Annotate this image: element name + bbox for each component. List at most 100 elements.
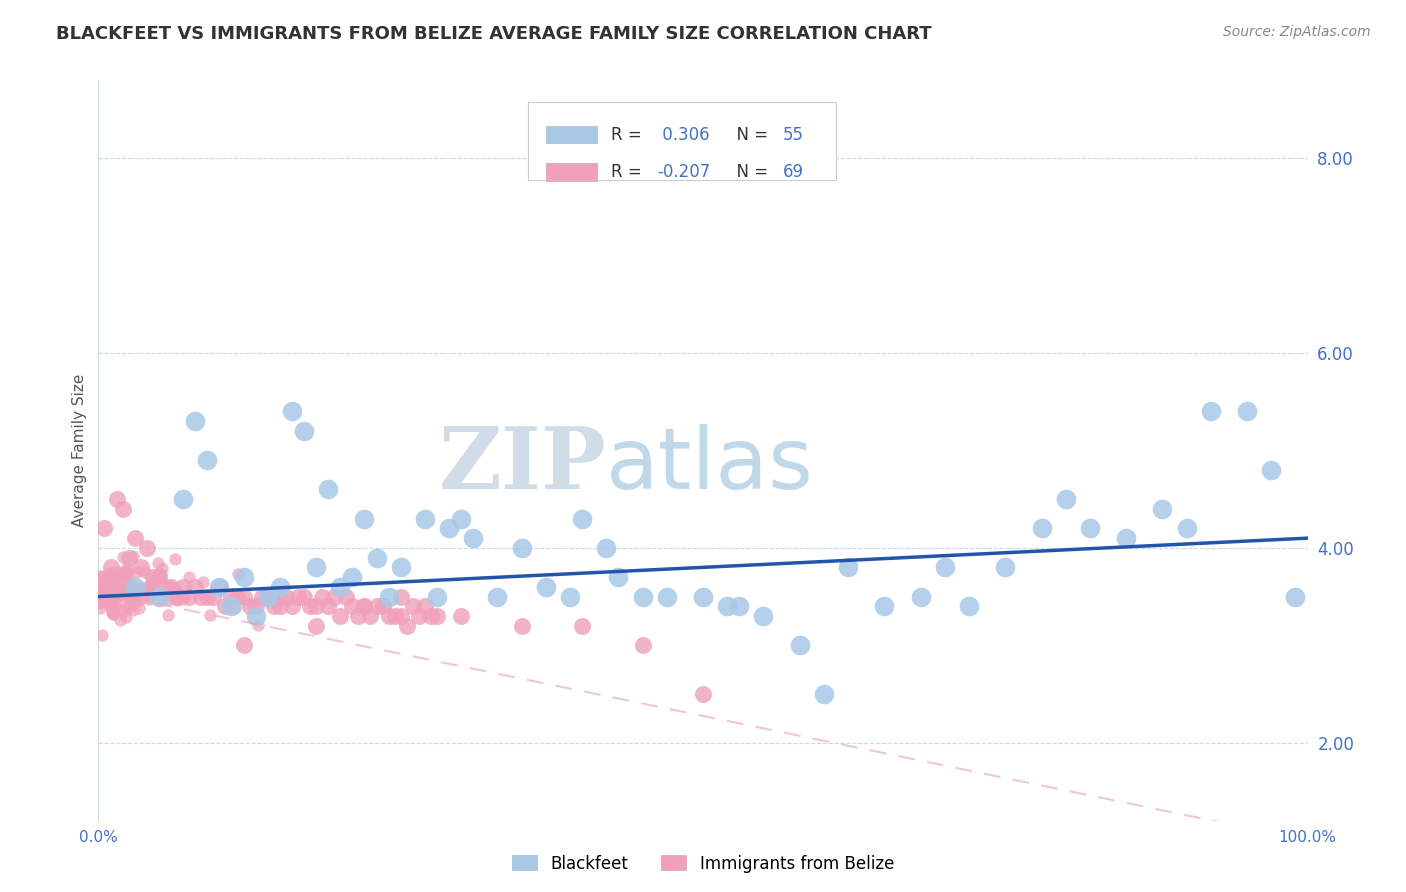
Point xyxy=(323,590,346,604)
Point xyxy=(129,560,152,574)
Point xyxy=(1078,521,1101,535)
Point xyxy=(910,590,932,604)
Point xyxy=(595,541,617,555)
Point xyxy=(813,687,835,701)
Point xyxy=(100,591,122,606)
Point xyxy=(90,582,112,597)
Text: 55: 55 xyxy=(783,126,804,145)
Point xyxy=(120,581,142,595)
Point xyxy=(115,609,138,624)
Point xyxy=(245,609,267,624)
Point xyxy=(408,609,430,624)
Point xyxy=(329,580,352,594)
Point xyxy=(139,590,162,604)
Point xyxy=(232,570,254,584)
Point xyxy=(631,590,654,604)
Point xyxy=(163,581,186,595)
Point xyxy=(111,567,134,582)
Point xyxy=(98,588,121,602)
Point xyxy=(90,595,112,609)
Point xyxy=(226,590,249,604)
Point xyxy=(89,601,111,615)
Point xyxy=(142,570,165,584)
FancyBboxPatch shape xyxy=(527,103,837,180)
Point xyxy=(114,574,136,588)
Point xyxy=(716,599,738,614)
Point xyxy=(172,580,194,594)
Text: R =: R = xyxy=(612,126,647,145)
Point xyxy=(148,590,170,604)
Point xyxy=(89,570,111,584)
Point xyxy=(413,511,436,525)
Point xyxy=(437,521,460,535)
Point xyxy=(214,599,236,614)
Point xyxy=(107,587,129,601)
Point xyxy=(208,580,231,594)
Text: ZIP: ZIP xyxy=(439,424,606,508)
Point xyxy=(146,556,169,570)
Point xyxy=(246,618,269,632)
Point xyxy=(329,609,352,624)
Point xyxy=(101,576,124,591)
Point xyxy=(305,599,328,614)
Point xyxy=(148,566,170,581)
Point xyxy=(190,590,212,604)
Point xyxy=(463,531,485,545)
Point xyxy=(114,564,136,578)
Point xyxy=(389,609,412,624)
Point xyxy=(91,579,114,593)
Point xyxy=(104,590,127,604)
Point xyxy=(111,502,134,516)
Point xyxy=(269,590,291,604)
Point xyxy=(353,599,375,614)
Point xyxy=(174,589,197,603)
Point xyxy=(124,581,146,595)
Point xyxy=(149,566,172,581)
Point xyxy=(101,605,124,619)
Point xyxy=(93,521,115,535)
Point xyxy=(371,599,394,614)
Point xyxy=(100,600,122,615)
Point xyxy=(166,583,188,598)
Point xyxy=(142,579,165,593)
Point xyxy=(377,609,399,624)
Point xyxy=(269,599,291,614)
Point xyxy=(752,609,775,624)
Point xyxy=(208,580,231,594)
Point xyxy=(141,575,163,590)
Point xyxy=(426,609,449,624)
Point xyxy=(107,589,129,603)
Point xyxy=(115,560,138,574)
Point xyxy=(281,404,304,418)
Point xyxy=(96,589,118,603)
Point xyxy=(1175,521,1198,535)
Point xyxy=(132,582,155,597)
Point xyxy=(299,599,322,614)
Point xyxy=(305,619,328,633)
Point xyxy=(510,619,533,633)
Point xyxy=(125,565,148,579)
Point xyxy=(692,687,714,701)
Point xyxy=(118,550,141,565)
Point xyxy=(138,577,160,591)
Point xyxy=(269,580,291,594)
Point xyxy=(134,590,156,604)
Point xyxy=(571,511,593,525)
Point xyxy=(281,599,304,614)
Point xyxy=(292,424,315,438)
Y-axis label: Average Family Size: Average Family Size xyxy=(72,374,87,527)
Point xyxy=(198,608,221,623)
Point xyxy=(1236,404,1258,418)
Point xyxy=(117,571,139,585)
Point xyxy=(837,560,859,574)
Point xyxy=(389,560,412,574)
Point xyxy=(87,593,110,607)
Point xyxy=(1260,463,1282,477)
Point xyxy=(232,638,254,652)
Point xyxy=(287,590,309,604)
Point xyxy=(1152,502,1174,516)
Point xyxy=(112,549,135,564)
Point xyxy=(100,560,122,574)
Point xyxy=(395,619,418,633)
Point xyxy=(232,590,254,604)
